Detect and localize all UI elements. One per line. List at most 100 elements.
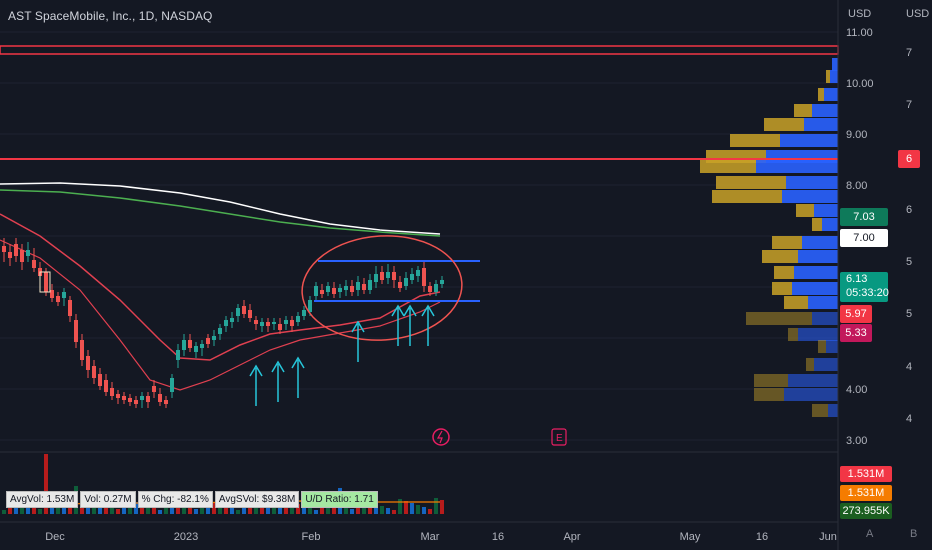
auto-scale-button[interactable]: A [866,528,874,540]
candle-body [176,350,180,360]
volume-bar [224,506,228,514]
volume-bar [392,510,396,514]
candle-body [74,320,78,342]
time-axis-label: 16 [756,531,768,543]
volume-bar [98,503,102,514]
volume-bar [344,507,348,514]
volume-profile-down-bar [746,312,812,325]
currency-label-left[interactable]: USD [848,8,872,20]
volume-bar [434,498,438,514]
candle-body [398,282,402,288]
time-axis-label: 16 [492,531,504,543]
candle-body [104,380,108,392]
candle-body [92,366,96,378]
volume-profile-down-bar [716,176,786,189]
candle-body [272,322,276,324]
candle-body [56,296,60,302]
volume-bar [134,502,138,514]
time-axis-label: Feb [302,531,321,543]
volume-profile-down-bar [774,266,794,279]
volume-bar [146,506,150,514]
ma-red-upper-line [0,213,441,361]
candle-body [308,300,312,312]
candle-body [164,400,168,404]
earnings-e-icon[interactable] [551,428,567,446]
bar-countdown: 05:33:20 [846,287,889,299]
price-tick-label-right: 4 [906,361,912,373]
volume-bar [2,510,6,514]
volume-profile-down-bar [812,218,822,231]
stat-ud-ratio: U/D Ratio: 1.71 [301,491,378,508]
volume-bar [38,509,42,514]
candle-body [116,394,120,398]
arrow-up-icon [271,360,285,373]
volume-bar [308,508,312,514]
volume-profile-up-bar [782,190,838,203]
volume-bar [236,510,240,514]
candle-body [110,388,114,396]
volume-profile-up-bar [804,118,838,131]
last-price-badge: 6.13 05:33:20 [840,272,889,302]
arrow-up-icon [249,364,263,377]
candle-body [326,286,330,292]
candle-body [218,328,222,334]
arrow-up-icon [403,304,417,317]
candle-body [80,340,84,360]
volume-profile-up-bar [792,282,838,295]
volume-profile-up-bar [794,266,838,279]
stat-avg-dollar-vol: AvgSVol: $9.38M [214,491,300,508]
volume-profile-down-bar [730,134,780,147]
volume-bar [188,507,192,514]
candle-body [242,306,246,314]
symbol-title[interactable]: AST SpaceMobile, Inc., 1D, NASDAQ [8,9,213,23]
volume-profile-down-bar [812,404,828,417]
ma-green-line [0,189,441,237]
volume-bar [386,508,390,514]
price-tick-label: 8.00 [846,180,867,192]
log-scale-button[interactable]: B [910,528,918,540]
candle-body [62,292,66,298]
volume-bar [116,509,120,514]
currency-label-right[interactable]: USD [906,8,930,20]
earnings-lightning-icon[interactable] [432,428,450,446]
volume-bar [104,505,108,514]
stat-vol: Vol: 0.27M [80,491,136,508]
stat-pct-change: % Chg: -82.1% [137,491,213,508]
volume-profile-up-bar [808,296,838,309]
volume-bar [158,510,162,514]
volume-bar [302,506,306,514]
candle-body [344,286,348,290]
candle-body [50,290,54,298]
price-tick-label: 3.00 [846,435,867,447]
candle-body [404,278,408,286]
volume-profile-down-bar [818,340,826,353]
volume-badge-red: 1.531M [840,466,892,482]
volume-profile-up-bar [802,236,838,249]
time-axis-label: Mar [421,531,440,543]
volume-badge-orange: 1.531M [840,485,892,501]
last-price-value: 6.13 [846,273,868,285]
volume-profile-down-bar [806,358,814,371]
candle-body [356,282,360,290]
volume-bar [290,502,294,514]
volume-bar [440,500,444,514]
volume-bar [374,504,378,514]
green-ma-badge: 7.03 [840,208,888,226]
volume-bar [422,507,426,514]
candle-body [248,310,252,318]
highlighted-candle-box [39,271,51,293]
volume-profile-down-bar [826,70,830,83]
volume-bar [218,504,222,514]
candle-body [194,346,198,352]
volume-profile-up-bar [756,160,838,173]
resistance-zone-top [0,45,839,55]
candle-body [302,310,306,316]
volume-profile-up-bar [784,388,838,401]
volume-bar [428,509,432,514]
lightning-icon [436,430,443,444]
volume-profile-down-bar [818,88,824,101]
volume-profile-up-bar [786,176,838,189]
price-tick-label: 11.00 [846,27,873,39]
